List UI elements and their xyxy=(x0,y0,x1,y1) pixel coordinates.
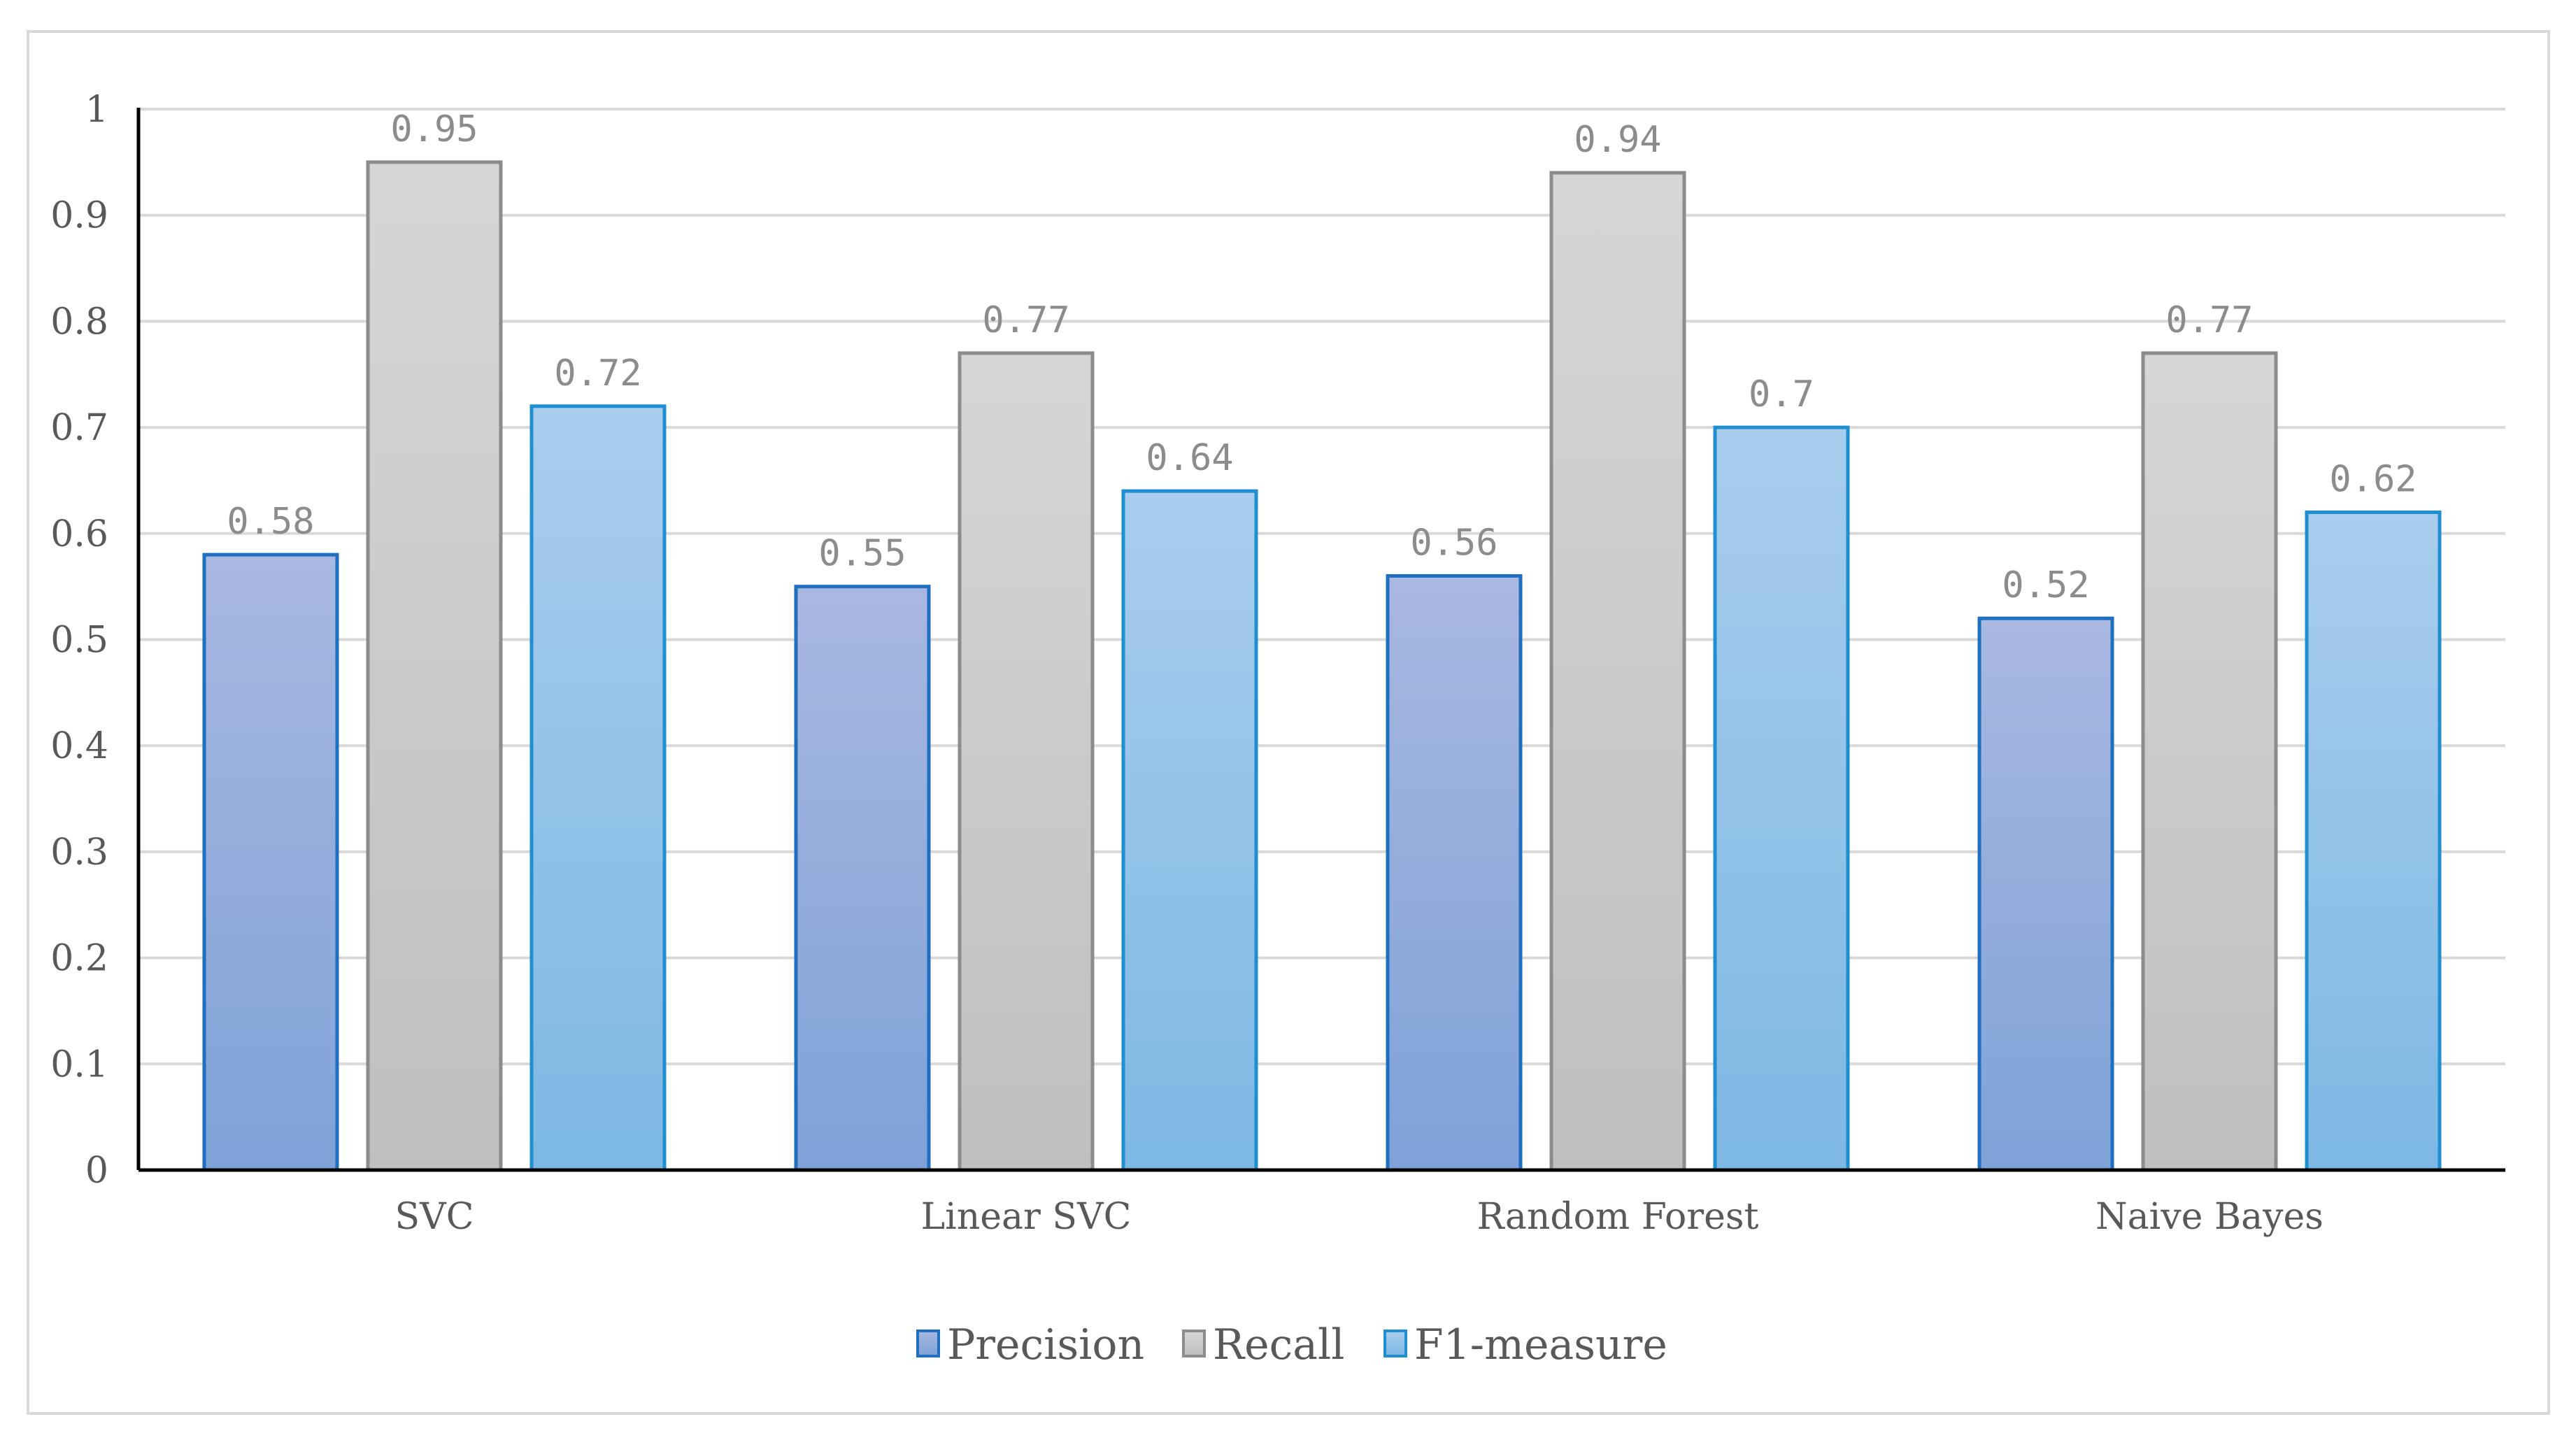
axes: 0 0.1 0.2 0.3 0.4 0.5 0.6 0.7 0.8 0.9 1 SVC Linear S… xyxy=(50,89,2505,1238)
data-label: 0.95 xyxy=(390,108,478,150)
bars xyxy=(202,160,2442,1172)
y-tick-label: 0.9 xyxy=(50,195,108,237)
data-label: 0.77 xyxy=(2165,299,2253,341)
category-label: SVC xyxy=(395,1196,474,1238)
y-tick-label: 0.5 xyxy=(50,620,108,662)
y-tick-label: 1 xyxy=(85,89,108,131)
y-tick-label: 0.3 xyxy=(50,832,108,874)
bar-recall xyxy=(2141,351,2278,1172)
legend-swatch xyxy=(1182,1330,1206,1357)
bar-f1-measure xyxy=(529,404,667,1172)
bar-precision xyxy=(794,585,931,1172)
bar-recall xyxy=(958,351,1095,1172)
y-tick-label: 0 xyxy=(85,1150,108,1192)
bar-f1-measure xyxy=(1713,425,1850,1172)
bar-precision xyxy=(202,553,339,1172)
category-label: Random Forest xyxy=(1476,1196,1758,1238)
data-label: 0.56 xyxy=(1410,522,1497,564)
data-labels: 0.58 0.95 0.72 0.55 0.77 0.64 0.56 0.94 0.7 0.52 0… xyxy=(227,108,2417,606)
data-label: 0.64 xyxy=(1146,437,1233,479)
legend-label: F1-measure xyxy=(1414,1320,1667,1369)
bar-recall xyxy=(366,160,503,1172)
category-label: Naive Bayes xyxy=(2095,1196,2324,1238)
bar-f1-measure xyxy=(2305,510,2442,1172)
data-label: 0.52 xyxy=(2002,564,2089,606)
bar-recall xyxy=(1549,171,1686,1172)
y-tick-label: 0.2 xyxy=(50,938,108,980)
data-label: 0.55 xyxy=(818,533,906,575)
legend-swatch xyxy=(1383,1330,1407,1357)
data-label: 0.77 xyxy=(982,299,1069,341)
y-tick-label: 0.6 xyxy=(50,513,108,555)
bar-precision xyxy=(1386,573,1523,1172)
y-tick-label: 0.1 xyxy=(50,1043,108,1085)
legend-label: Precision xyxy=(947,1320,1144,1369)
data-label: 0.62 xyxy=(2329,458,2417,500)
y-tick-label: 0.7 xyxy=(50,407,108,449)
category-label: Linear SVC xyxy=(921,1196,1132,1238)
bar-f1-measure xyxy=(1121,489,1258,1172)
legend-swatch xyxy=(916,1330,940,1357)
data-label: 0.7 xyxy=(1749,373,1814,415)
legend-label: Recall xyxy=(1213,1320,1344,1369)
data-label: 0.72 xyxy=(554,352,641,394)
y-tick-label: 0.8 xyxy=(50,301,108,343)
data-label: 0.94 xyxy=(1574,119,1661,161)
bar-precision xyxy=(1977,616,2114,1172)
legend: Precision Recall F1-measure xyxy=(916,1320,1667,1369)
data-label: 0.58 xyxy=(227,501,314,543)
y-tick-label: 0.4 xyxy=(50,725,108,767)
